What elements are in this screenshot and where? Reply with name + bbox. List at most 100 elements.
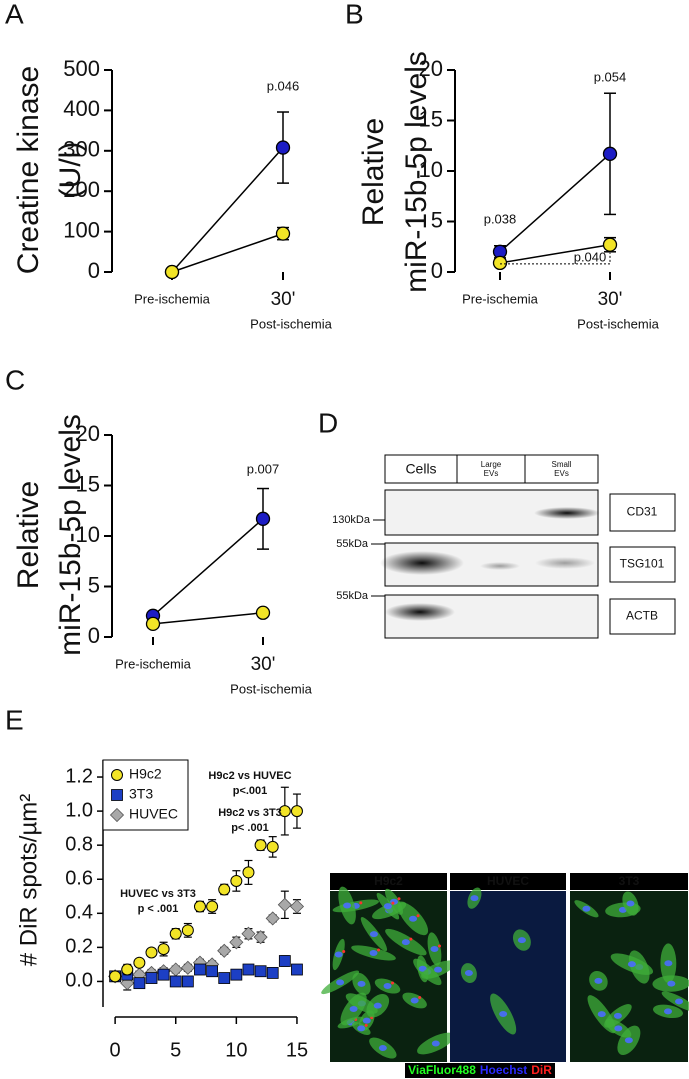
data-point — [206, 965, 218, 978]
data-point — [169, 975, 182, 988]
dir-spot — [418, 995, 422, 999]
nucleus — [613, 1012, 622, 1019]
blot-column-header — [524, 454, 599, 484]
data-point — [278, 955, 291, 967]
blot-column-label: EVs — [554, 469, 569, 478]
image-label: H9c2 — [374, 874, 403, 888]
y-tick-label: 0 — [88, 623, 100, 648]
y-tick-label: 500 — [63, 56, 100, 81]
data-point — [266, 840, 279, 853]
blot-row-label: TSG101 — [620, 557, 665, 571]
y-tick-label: 200 — [63, 177, 100, 202]
data-point — [157, 968, 170, 981]
series-line — [152, 612, 264, 625]
data-point — [145, 946, 158, 959]
blot-row-label: CD31 — [627, 505, 658, 519]
data-point — [157, 943, 170, 956]
y-tick-label: 0.4 — [65, 902, 93, 924]
nucleus — [349, 1006, 358, 1013]
blot-band — [385, 603, 455, 621]
blot-row-box — [609, 493, 676, 532]
y-tick-label: 0.2 — [65, 936, 93, 958]
data-point — [109, 970, 122, 983]
x-tick-sublabel: Post-ischemia — [230, 681, 312, 696]
y-tick-label: 5 — [431, 207, 443, 232]
nucleus — [409, 915, 418, 922]
x-tick-label: 15 — [286, 1039, 308, 1061]
legend-marker — [109, 807, 125, 823]
nucleus — [357, 980, 366, 987]
annotation: p< .001 — [231, 822, 269, 834]
blot-marker-label: 55kDa — [336, 538, 369, 550]
nucleus — [383, 903, 392, 910]
data-point — [145, 972, 158, 984]
data-point — [145, 616, 161, 632]
series-line — [171, 232, 284, 273]
legend-label: HUVEC — [129, 806, 178, 822]
y-tick-label: 0 — [431, 258, 443, 283]
data-point — [181, 924, 194, 937]
annotation: p.038 — [484, 211, 517, 226]
dir-spot — [409, 937, 413, 941]
y-tick-label: 300 — [63, 137, 100, 162]
data-point — [278, 805, 291, 818]
nucleus — [499, 1011, 508, 1018]
data-point — [206, 900, 219, 913]
y-tick-label: 100 — [63, 217, 100, 242]
data-point — [242, 963, 255, 976]
y-tick-label: 0.0 — [65, 970, 93, 992]
dir-spot — [397, 897, 401, 901]
data-point — [275, 140, 291, 155]
dir-spot — [391, 901, 395, 905]
nucleus — [401, 939, 410, 946]
data-point — [602, 146, 618, 161]
data-point — [602, 237, 618, 252]
data-point — [277, 897, 292, 912]
nucleus — [410, 997, 419, 1004]
series-line — [499, 153, 611, 253]
data-point — [255, 605, 271, 620]
nucleus — [464, 970, 473, 977]
x-tick-label: 30' — [251, 654, 276, 675]
y-tick-label: 0.8 — [65, 833, 93, 855]
nucleus — [369, 949, 378, 956]
data-point — [180, 960, 195, 975]
data-point — [168, 962, 183, 977]
nucleus — [597, 1011, 606, 1018]
blot-column-label: EVs — [484, 469, 499, 478]
nucleus — [336, 979, 345, 986]
blot-column-label: Small — [551, 460, 571, 469]
y-axis-label: Creatine kinase — [12, 66, 45, 274]
stain-name: DiR — [531, 1063, 552, 1077]
series-line — [152, 518, 264, 617]
nucleus — [664, 960, 673, 967]
x-tick-label: Pre-ischemia — [115, 656, 192, 671]
data-point — [164, 264, 180, 280]
legend-label: 3T3 — [129, 786, 153, 802]
data-point — [230, 968, 243, 981]
blot-column-label: Cells — [405, 461, 436, 477]
stain-legend-box — [405, 1063, 555, 1078]
blot-column-header — [384, 454, 458, 484]
y-tick-label: 0.6 — [65, 868, 93, 890]
dir-spot — [391, 981, 395, 985]
data-point — [291, 963, 303, 976]
blot-row-box — [609, 546, 676, 583]
blot-band — [380, 551, 464, 575]
nucleus — [594, 977, 603, 984]
nucleus — [517, 937, 526, 944]
panel-label: B — [345, 0, 364, 29]
data-point — [290, 805, 303, 818]
annotation: HUVEC vs 3T3 — [120, 888, 196, 900]
x-tick-label: Pre-ischemia — [462, 291, 539, 306]
image-header — [570, 873, 688, 890]
nucleus — [430, 946, 439, 953]
nucleus — [434, 966, 443, 973]
x-tick-sublabel: Post-ischemia — [250, 316, 332, 331]
y-axis-label: Relative — [12, 481, 45, 589]
x-tick-label: 30' — [271, 289, 296, 310]
nucleus — [664, 1008, 673, 1015]
data-point — [275, 226, 291, 241]
annotation: p.007 — [247, 461, 280, 476]
dir-spot — [359, 901, 363, 905]
